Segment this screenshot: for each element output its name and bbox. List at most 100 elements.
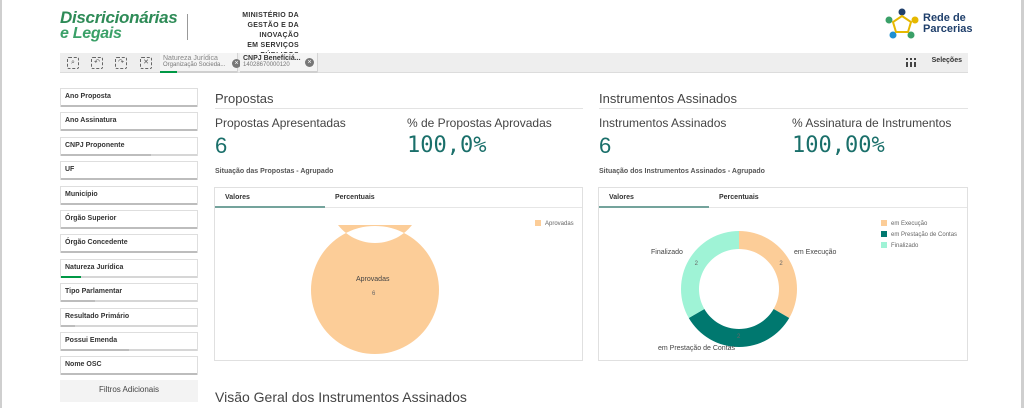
slice-value: 2: [694, 260, 698, 267]
donut-center-label: Aprovadas: [356, 276, 390, 283]
kpi-propostas-aprovadas-value: 100,0%: [407, 133, 487, 158]
slice-label-em-execucao: em Execução: [794, 249, 837, 256]
kpi-instrumentos-label: Instrumentos Assinados: [599, 116, 727, 130]
legend-label: Finalizado: [891, 243, 919, 249]
pie-slice-em-prestacao[interactable]: [688, 309, 790, 347]
header: Discricionárias e Legais MINISTÉRIO DA G…: [0, 0, 1024, 59]
chip-title: CNPJ Benefíciá...: [243, 55, 301, 62]
filter-label: Resultado Primário: [65, 312, 130, 320]
pie-slice-aprovadas[interactable]: [311, 225, 439, 354]
tab-valores[interactable]: Valores: [599, 188, 709, 208]
filter-municipio[interactable]: Município: [60, 185, 198, 205]
legend-label: Aprovadas: [545, 221, 574, 227]
extra-filters-button[interactable]: Filtros Adicionais: [60, 380, 198, 402]
kpi-instrumentos-value: 6: [599, 133, 612, 158]
filter-uf[interactable]: UF: [60, 161, 198, 181]
kpi-propostas-aprovadas-label: % de Propostas Aprovadas: [407, 116, 552, 130]
slice-label-em-prestacao: em Prestação de Contas: [658, 345, 736, 352]
filter-ano-assinatura[interactable]: Ano Assinatura: [60, 112, 198, 132]
legend-finalizado: Finalizado: [881, 242, 918, 249]
kpi-assinatura-label: % Assinatura de Instrumentos: [792, 116, 952, 130]
instrumentos-chart: Valores Percentuais em Execução em Prest…: [598, 187, 968, 361]
chip-value: Organização Socieda...: [163, 62, 226, 68]
selections-grid-icon[interactable]: [906, 58, 916, 67]
close-icon[interactable]: ×: [305, 58, 314, 67]
filter-cnpj-proponente[interactable]: CNPJ Proponente: [60, 136, 198, 156]
logo-line1: Discricionárias: [60, 8, 178, 27]
chip-bar: [240, 71, 317, 73]
filter-label: Nome OSC: [65, 361, 102, 369]
filter-label: Órgão Concedente: [65, 239, 128, 247]
logo-line2: e Legais: [60, 25, 122, 42]
pie-slice-finalizado[interactable]: [681, 231, 739, 318]
chart-tabs: Valores Percentuais: [599, 188, 967, 208]
filters-sidebar: Ano Proposta Ano Assinatura CNPJ Propone…: [60, 88, 198, 381]
tab-valores[interactable]: Valores: [215, 188, 325, 208]
tab-percentuais[interactable]: Percentuais: [719, 194, 759, 201]
propostas-chart: Valores Percentuais Aprovadas Aprovadas …: [214, 187, 583, 361]
discricionarias-logo: Discricionárias e Legais: [60, 8, 178, 42]
visao-geral-title: Visão Geral dos Instrumentos Assinados: [215, 389, 467, 405]
ministry-line1: MINISTÉRIO DA: [242, 12, 299, 19]
rede-parcerias-logo: Rede de Parcerias: [923, 13, 973, 35]
ministry-line2: GESTÃO E DA INOVAÇÃO: [247, 22, 299, 39]
step-forward-icon[interactable]: ↷: [115, 57, 127, 69]
chip-value: 14028670000120: [243, 62, 290, 68]
propostas-donut: [311, 225, 439, 354]
filter-label: CNPJ Proponente: [65, 141, 125, 149]
filter-orgao-concedente[interactable]: Órgão Concedente: [60, 234, 198, 254]
tab-percentuais[interactable]: Percentuais: [335, 194, 375, 201]
filter-label: Ano Assinatura: [65, 117, 117, 125]
left-border: [0, 0, 2, 408]
selection-chip-natureza[interactable]: Natureza Jurídica Organização Socieda...…: [160, 53, 241, 73]
filter-possui-emenda[interactable]: Possui Emenda: [60, 331, 198, 351]
legend-label: em Execução: [891, 221, 928, 227]
kpi-propostas-apresentadas-label: Propostas Apresentadas: [215, 116, 346, 130]
instrumentos-chart-title: Situação dos Instrumentos Assinados - Ag…: [599, 168, 765, 175]
chip-bar: [160, 71, 237, 73]
legend-em-prestacao: em Prestação de Contas: [881, 231, 957, 238]
instrumentos-title: Instrumentos Assinados: [599, 91, 738, 106]
step-back-icon[interactable]: ↶: [91, 57, 103, 69]
logo-divider: [187, 14, 188, 40]
filter-nome-osc[interactable]: Nome OSC: [60, 356, 198, 376]
filter-label: Tipo Parlamentar: [65, 288, 123, 296]
close-icon[interactable]: ×: [232, 59, 241, 68]
selection-chip-cnpj[interactable]: CNPJ Benefíciá... 14028670000120 ×: [240, 53, 318, 73]
propostas-divider: [215, 108, 583, 109]
filter-tipo-parlamentar[interactable]: Tipo Parlamentar: [60, 283, 198, 303]
instrumentos-divider: [599, 108, 968, 109]
legend-em-execucao: em Execução: [881, 220, 927, 227]
partner-line1: Rede de: [923, 12, 966, 24]
pie-slice-em-execucao[interactable]: [739, 231, 797, 318]
filter-ano-proposta[interactable]: Ano Proposta: [60, 88, 198, 107]
propostas-chart-title: Situação das Propostas - Agrupado: [215, 168, 334, 175]
selections-toolbar: ⌕ ↶ ↷ ✕ Natureza Jurídica Organização So…: [60, 53, 968, 73]
filter-label: Município: [65, 190, 98, 198]
selections-button[interactable]: Seleções: [931, 57, 962, 64]
legend-aprovadas: Aprovadas: [535, 220, 574, 227]
filter-orgao-superior[interactable]: Órgão Superior: [60, 209, 198, 229]
kpi-propostas-apresentadas-value: 6: [215, 133, 228, 158]
chart-tabs: Valores Percentuais: [215, 188, 582, 208]
right-border: [1021, 0, 1024, 408]
propostas-title: Propostas: [215, 91, 274, 106]
instrumentos-donut: [681, 231, 797, 347]
slice-value: 2: [779, 260, 783, 267]
filter-natureza-juridica[interactable]: Natureza Jurídica: [60, 258, 198, 278]
donut-center-value: 6: [372, 291, 376, 297]
filter-label: Órgão Superior: [65, 214, 117, 222]
smart-search-icon[interactable]: ⌕: [67, 57, 79, 69]
chip-title: Natureza Jurídica: [163, 55, 218, 62]
partner-line2: Parcerias: [923, 23, 973, 35]
slice-label-finalizado: Finalizado: [651, 249, 683, 256]
clear-selections-icon[interactable]: ✕: [140, 57, 152, 69]
slice-value: 2: [737, 334, 741, 340]
filter-resultado-primario[interactable]: Resultado Primário: [60, 307, 198, 327]
filter-label: UF: [65, 166, 75, 174]
legend-label: em Prestação de Contas: [891, 232, 958, 238]
filter-label: Ano Proposta: [65, 93, 111, 100]
filter-label: Natureza Jurídica: [65, 263, 124, 271]
filter-label: Possui Emenda: [65, 336, 118, 344]
